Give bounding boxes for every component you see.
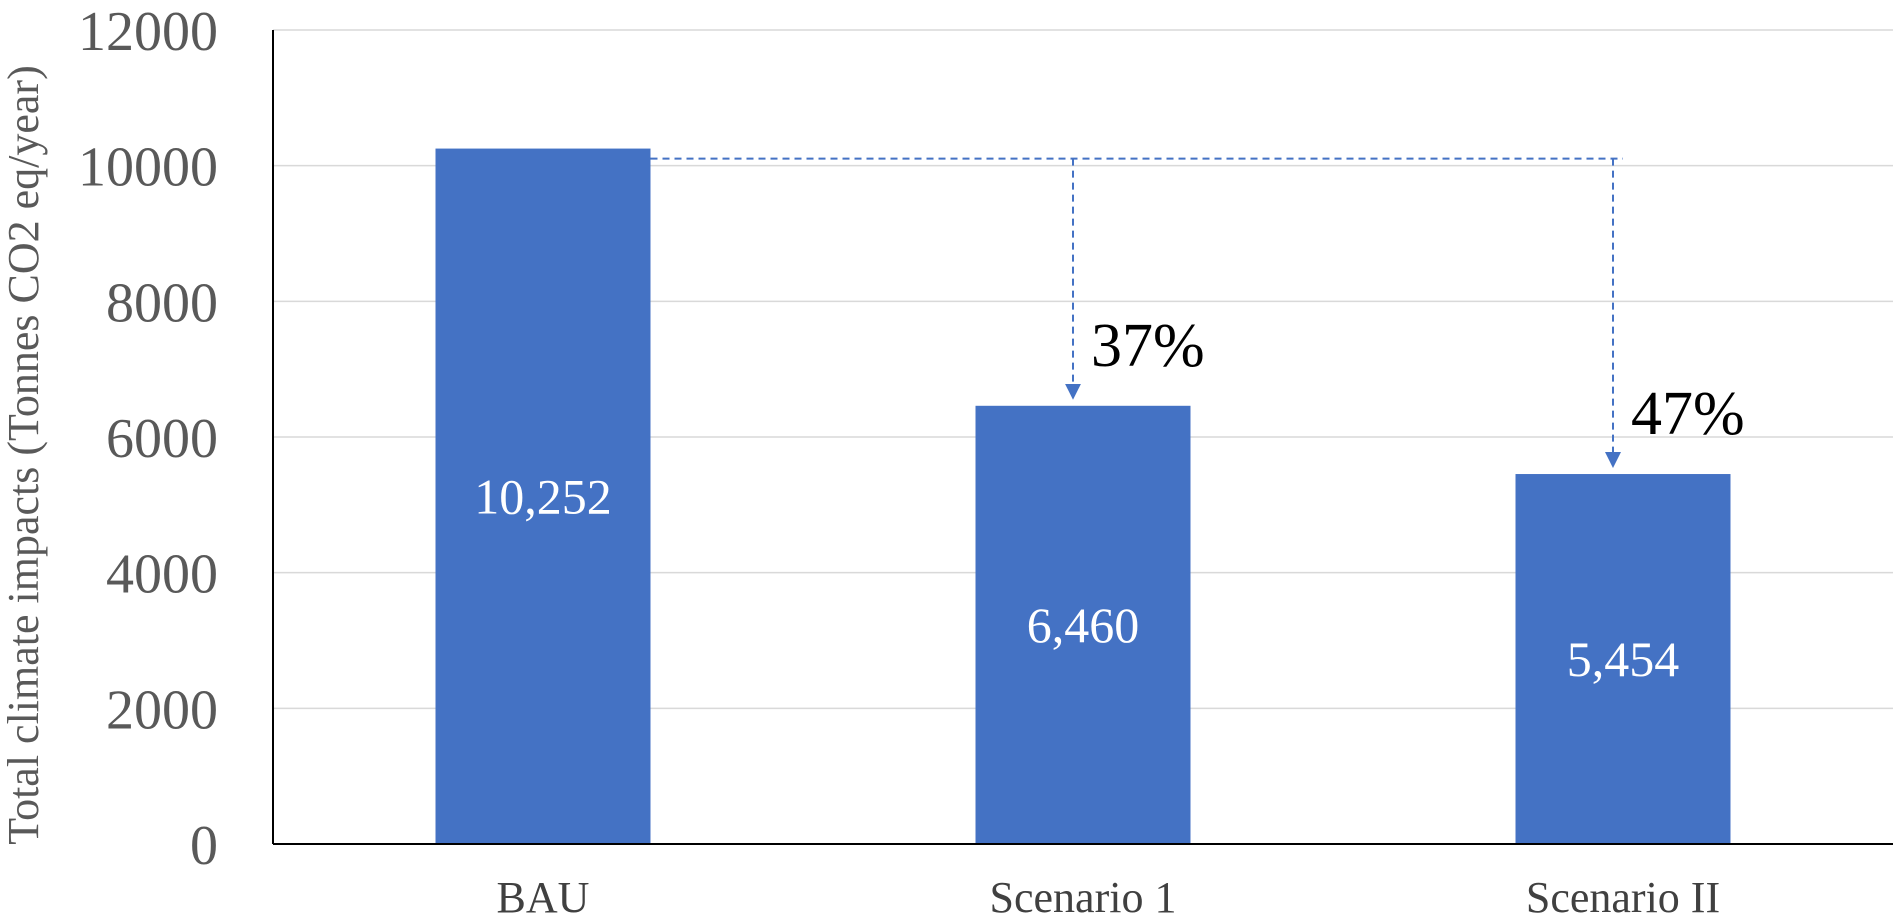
y-tick-label: 0 bbox=[190, 815, 218, 877]
x-tick-label: Scenario II bbox=[1526, 873, 1720, 922]
x-tick-label: BAU bbox=[497, 873, 590, 922]
y-tick-label: 8000 bbox=[106, 272, 218, 334]
data-label: 10,252 bbox=[474, 468, 612, 524]
y-tick-label: 12000 bbox=[78, 1, 218, 63]
axes: 0 2000 4000 6000 8000 10000 12000 BAU Scenario 1… bbox=[78, 1, 1893, 922]
data-label: 6,460 bbox=[1027, 597, 1140, 653]
reduction-percent-label: 47% bbox=[1631, 380, 1745, 448]
y-tick-label: 4000 bbox=[106, 544, 218, 606]
y-tick-label: 2000 bbox=[106, 679, 218, 741]
bar bbox=[975, 405, 1191, 844]
y-tick-label: 10000 bbox=[78, 137, 218, 199]
bar bbox=[1515, 474, 1731, 844]
reduction-annotations: 37% 47% bbox=[650, 157, 1745, 469]
x-tick-label: Scenario 1 bbox=[990, 873, 1177, 922]
bar bbox=[435, 148, 651, 845]
y-axis-title: Total climate impacts (Tonnes CO2 eq/yea… bbox=[0, 65, 48, 844]
bars: 10,252 6,460 5,454 bbox=[435, 148, 1731, 845]
data-label: 5,454 bbox=[1567, 631, 1680, 687]
reduction-percent-label: 37% bbox=[1091, 312, 1205, 380]
y-tick-label: 6000 bbox=[106, 408, 218, 470]
